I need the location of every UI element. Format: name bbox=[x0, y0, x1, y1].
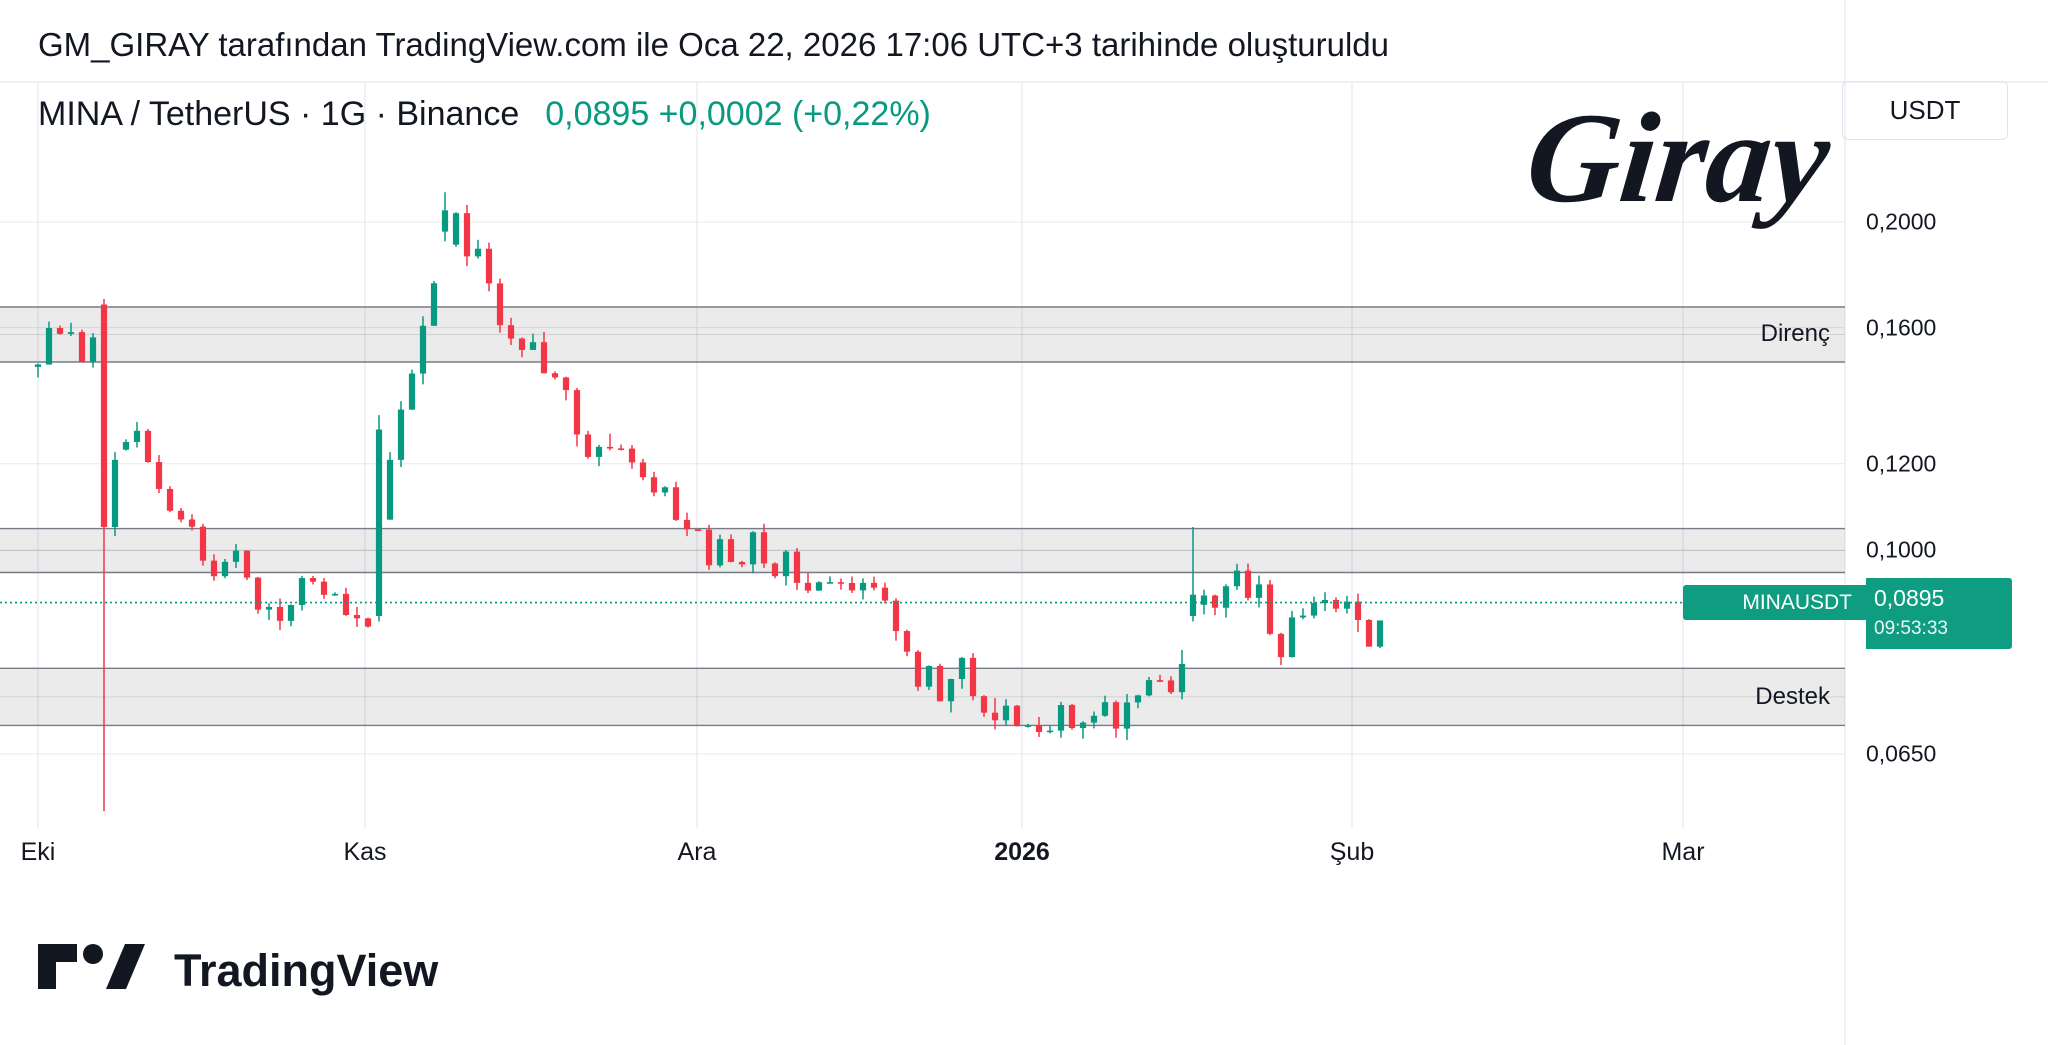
svg-text:TradingView: TradingView bbox=[174, 945, 439, 996]
